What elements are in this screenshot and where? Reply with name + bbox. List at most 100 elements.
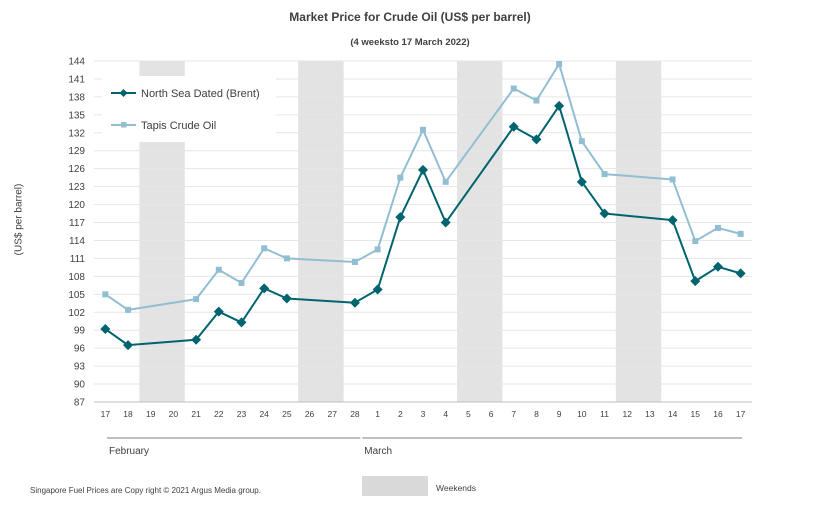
data-point	[191, 334, 202, 345]
data-point	[578, 138, 585, 145]
weekend-band	[615, 61, 662, 402]
y-tick-label: 87	[74, 398, 86, 409]
x-tick-label: 1	[375, 409, 380, 419]
x-tick-label: 8	[534, 409, 539, 419]
data-point	[100, 324, 111, 335]
x-tick-label: 20	[169, 409, 179, 419]
y-tick-label: 141	[68, 74, 85, 85]
y-tick-label: 117	[69, 218, 85, 229]
copyright-footer: Singapore Fuel Prices are Copy right © 2…	[30, 486, 261, 495]
y-tick-label: 114	[69, 236, 85, 247]
data-point	[420, 126, 426, 133]
y-tick-label: 90	[74, 380, 86, 391]
y-tick-label: 123	[68, 182, 85, 193]
x-tick-label: 26	[305, 409, 315, 419]
month-label: February	[109, 446, 149, 457]
x-tick-label: 17	[101, 409, 111, 419]
legend-marker	[119, 89, 128, 97]
x-tick-labels: 17 18 19 20 21 22 23 24 25 26 27 28 1 2 3 4 5 6 7 8 9 10 11 12 1…	[101, 409, 746, 419]
data-point	[213, 306, 224, 317]
weekends-legend-swatch	[362, 476, 428, 496]
legend-marker	[121, 122, 127, 128]
chart-title: Market Price for Crude Oil (US$ per barr…	[289, 10, 531, 24]
data-point	[692, 238, 699, 245]
data-point	[236, 317, 247, 328]
data-point	[372, 284, 383, 295]
x-tick-label: 5	[466, 409, 471, 419]
x-tick-label: 4	[443, 409, 448, 419]
weekend-bands	[139, 61, 662, 402]
data-point	[690, 276, 701, 287]
x-tick-label: 2	[398, 409, 403, 419]
data-point	[395, 212, 406, 223]
x-tick-label: 7	[511, 409, 516, 419]
data-point	[712, 261, 723, 272]
y-tick-label: 126	[68, 164, 85, 175]
x-tick-label: 24	[259, 409, 269, 419]
data-point	[102, 291, 109, 298]
y-tick-label: 111	[70, 254, 86, 265]
data-point	[576, 176, 587, 187]
data-point	[123, 340, 134, 351]
data-point	[281, 293, 292, 304]
x-tick-label: 18	[123, 409, 133, 419]
y-tick-labels: 87 90 93 96 99 102 105 108 111 114 117 120 123 126 129…	[68, 57, 85, 409]
legend-label: North Sea Dated (Brent)	[141, 88, 260, 100]
data-point	[714, 224, 721, 231]
data-point	[669, 176, 676, 183]
chart-subtitle: (4 weeksto 17 March 2022)	[350, 37, 470, 48]
x-tick-label: 13	[645, 409, 655, 419]
y-tick-label: 144	[68, 57, 85, 68]
data-point	[374, 246, 381, 253]
data-point	[259, 283, 270, 294]
x-tick-label: 14	[668, 409, 678, 419]
month-axis: February March	[107, 437, 742, 457]
month-label: March	[364, 446, 392, 457]
data-point	[533, 97, 540, 104]
x-tick-label: 10	[577, 409, 587, 419]
x-tick-label: 28	[350, 409, 360, 419]
data-point	[238, 279, 245, 286]
x-tick-label: 11	[600, 409, 609, 419]
x-tick-label: 6	[489, 409, 494, 419]
x-tick-label: 21	[191, 409, 201, 419]
weekends-legend-label: Weekends	[436, 483, 477, 493]
data-point	[215, 266, 222, 273]
data-point	[556, 60, 563, 67]
y-tick-label: 96	[74, 344, 86, 355]
data-point	[554, 100, 565, 111]
data-point	[193, 296, 200, 303]
data-point	[667, 215, 678, 226]
data-point	[261, 245, 268, 252]
data-point	[283, 255, 290, 262]
x-tick-label: 25	[282, 409, 292, 419]
y-tick-label: 120	[68, 200, 85, 211]
x-tick-label: 9	[557, 409, 562, 419]
x-tick-label: 16	[713, 409, 723, 419]
x-tick-label: 23	[237, 409, 247, 419]
legend-label: Tapis Crude Oil	[141, 120, 216, 132]
x-tick-label: 15	[691, 409, 701, 419]
data-point	[349, 297, 360, 308]
data-point	[601, 171, 608, 178]
weekend-band	[457, 61, 503, 402]
data-point	[125, 306, 132, 313]
y-tick-label: 105	[68, 290, 85, 301]
data-point	[440, 217, 451, 228]
x-tick-label: 12	[622, 409, 632, 419]
y-tick-label: 108	[68, 272, 85, 283]
data-point	[531, 134, 542, 145]
data-point	[599, 208, 610, 219]
x-tick-label: 22	[214, 409, 224, 419]
data-point	[442, 178, 449, 185]
data-point	[508, 121, 519, 132]
series-lines	[100, 60, 746, 351]
y-tick-label: 93	[74, 362, 86, 373]
data-point	[735, 268, 746, 279]
data-point	[397, 174, 404, 181]
legend: North Sea Dated (Brent) Tapis Crude Oil	[102, 76, 276, 142]
y-tick-label: 132	[68, 128, 85, 139]
y-tick-label: 138	[68, 92, 85, 103]
